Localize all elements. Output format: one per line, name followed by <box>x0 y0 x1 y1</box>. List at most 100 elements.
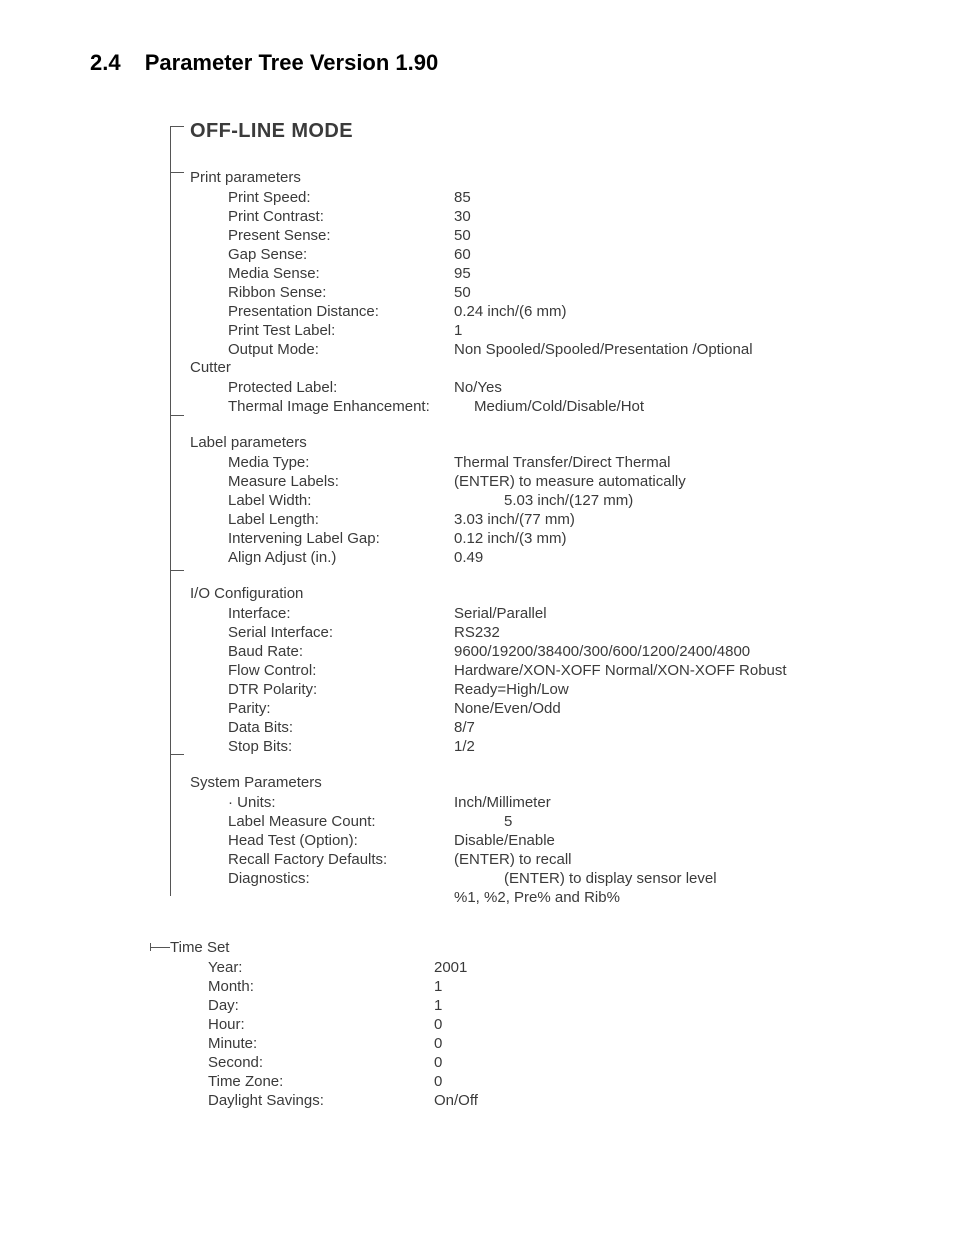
section-number: 2.4 <box>90 50 121 75</box>
param-row: Diagnostics:(ENTER) to display sensor le… <box>228 869 914 888</box>
param-row: Day:1 <box>208 996 914 1015</box>
param-row: Label Length:3.03 inch/(77 mm) <box>228 510 914 529</box>
tree-tick <box>170 415 184 416</box>
group-extra-rows: Protected Label:No/YesThermal Image Enha… <box>228 378 914 416</box>
param-row: Interface:Serial/Parallel <box>228 604 914 623</box>
param-label: Recall Factory Defaults: <box>228 850 454 869</box>
parameter-tree: OFF-LINE MODE Print parametersPrint Spee… <box>170 120 914 925</box>
param-row: Second:0 <box>208 1053 914 1072</box>
param-row: Print Test Label:1 <box>228 321 914 340</box>
param-label: Time Zone: <box>208 1072 434 1091</box>
param-value: Disable/Enable <box>454 831 914 850</box>
param-row: Media Sense:95 <box>228 264 914 283</box>
param-row: Stop Bits:1/2 <box>228 737 914 756</box>
param-label: Label Width: <box>228 491 454 510</box>
param-row: Output Mode:Non Spooled/Spooled/Presenta… <box>228 340 914 359</box>
param-value: 5 <box>454 812 914 831</box>
param-label: Stop Bits: <box>228 737 454 756</box>
param-label: Baud Rate: <box>228 642 454 661</box>
time-set-title: Time Set <box>170 939 914 956</box>
param-label: DTR Polarity: <box>228 680 454 699</box>
group-title: Label parameters <box>190 434 914 451</box>
param-label: Intervening Label Gap: <box>228 529 454 548</box>
tree-tick <box>170 126 184 127</box>
param-value: 0.12 inch/(3 mm) <box>454 529 914 548</box>
param-label: · Units: <box>228 793 454 812</box>
param-row: Month:1 <box>208 977 914 996</box>
param-label: Serial Interface: <box>228 623 454 642</box>
param-label: Diagnostics: <box>228 869 454 888</box>
group: I/O Configuration Interface:Serial/Parall… <box>170 585 914 774</box>
param-row: Baud Rate:9600/19200/38400/300/600/1200/… <box>228 642 914 661</box>
param-row: Measure Labels:(ENTER) to measure automa… <box>228 472 914 491</box>
param-value: 95 <box>454 264 914 283</box>
param-row: Head Test (Option):Disable/Enable <box>228 831 914 850</box>
param-label: Print Speed: <box>228 188 454 207</box>
param-value: Ready=High/Low <box>454 680 914 699</box>
time-set-tree: Time Set Year:2001Month:1Day:1Hour:0Minu… <box>150 939 914 1110</box>
param-label: Year: <box>208 958 434 977</box>
param-value: 8/7 <box>454 718 914 737</box>
param-label: Flow Control: <box>228 661 454 680</box>
param-value: 50 <box>454 283 914 302</box>
param-value: 1 <box>454 321 914 340</box>
param-row: %1, %2, Pre% and Rib% <box>228 888 914 907</box>
param-label: Output Mode: <box>228 340 454 359</box>
param-row: Media Type:Thermal Transfer/Direct Therm… <box>228 453 914 472</box>
param-row: Year:2001 <box>208 958 914 977</box>
param-label: Presentation Distance: <box>228 302 454 321</box>
param-row: Label Measure Count:5 <box>228 812 914 831</box>
param-value: (ENTER) to display sensor level <box>454 869 914 888</box>
param-row: Hour:0 <box>208 1015 914 1034</box>
param-value: 5.03 inch/(127 mm) <box>454 491 914 510</box>
param-row: Presentation Distance:0.24 inch/(6 mm) <box>228 302 914 321</box>
param-value: 0.24 inch/(6 mm) <box>454 302 914 321</box>
param-value: 1 <box>434 977 914 996</box>
param-value: 30 <box>454 207 914 226</box>
group-title: System Parameters <box>190 774 914 791</box>
param-label: Parity: <box>228 699 454 718</box>
param-label: Month: <box>208 977 434 996</box>
param-label: Gap Sense: <box>228 245 454 264</box>
param-label: Media Type: <box>228 453 454 472</box>
param-label: Data Bits: <box>228 718 454 737</box>
param-row: Daylight Savings:On/Off <box>208 1091 914 1110</box>
param-value: On/Off <box>434 1091 914 1110</box>
param-label: Head Test (Option): <box>228 831 454 850</box>
param-label: Measure Labels: <box>228 472 454 491</box>
param-value: 3.03 inch/(77 mm) <box>454 510 914 529</box>
param-label: Print Contrast: <box>228 207 454 226</box>
tree-tick <box>170 172 184 173</box>
page: 2.4 Parameter Tree Version 1.90 OFF-LINE… <box>0 0 954 1235</box>
param-value: RS232 <box>454 623 914 642</box>
param-row: Serial Interface:RS232 <box>228 623 914 642</box>
group: Print parametersPrint Speed:85Print Cont… <box>170 169 914 434</box>
param-value: None/Even/Odd <box>454 699 914 718</box>
group-rows: Interface:Serial/ParallelSerial Interfac… <box>228 604 914 756</box>
param-value: (ENTER) to measure automatically <box>454 472 914 491</box>
param-value: 2001 <box>434 958 914 977</box>
param-label: Media Sense: <box>228 264 454 283</box>
param-row: · Units:Inch/Millimeter <box>228 793 914 812</box>
param-value: 0 <box>434 1072 914 1091</box>
param-row: Present Sense:50 <box>228 226 914 245</box>
param-value: 50 <box>454 226 914 245</box>
param-label: Label Measure Count: <box>228 812 454 831</box>
param-label: Minute: <box>208 1034 434 1053</box>
group-title: I/O Configuration <box>190 585 914 602</box>
tree-tick <box>170 570 184 571</box>
param-label: Thermal Image Enhancement: <box>228 397 474 416</box>
param-value: Thermal Transfer/Direct Thermal <box>454 453 914 472</box>
param-row: Data Bits:8/7 <box>228 718 914 737</box>
param-value: 60 <box>454 245 914 264</box>
group-title: Print parameters <box>190 169 914 186</box>
param-value: %1, %2, Pre% and Rib% <box>454 888 914 907</box>
param-row: Minute:0 <box>208 1034 914 1053</box>
param-row: Label Width:5.03 inch/(127 mm) <box>228 491 914 510</box>
param-value: 0.49 <box>454 548 914 567</box>
tree-tick <box>170 754 184 755</box>
groups-container: Print parametersPrint Speed:85Print Cont… <box>170 169 914 925</box>
param-label: Label Length: <box>228 510 454 529</box>
param-row: Time Zone:0 <box>208 1072 914 1091</box>
param-label: Day: <box>208 996 434 1015</box>
